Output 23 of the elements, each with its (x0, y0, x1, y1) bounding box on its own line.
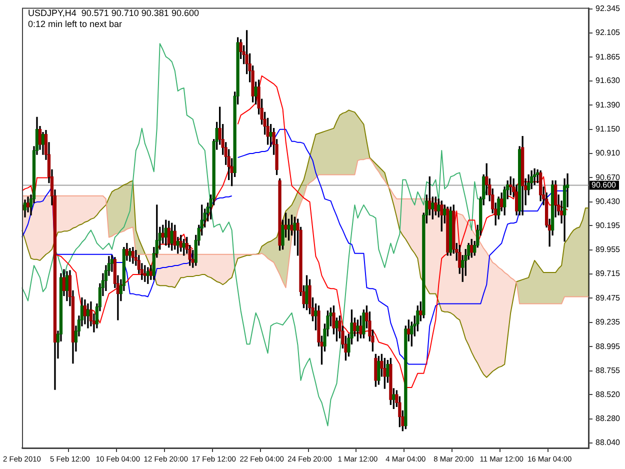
y-tick-label: 91.150 (596, 124, 621, 134)
y-tick-label: 89.715 (596, 269, 621, 278)
y-tick-label: 91.390 (596, 100, 621, 110)
y-tick-label: 88.520 (596, 390, 621, 399)
ref-line-label: 90.600 (592, 180, 617, 190)
chart-title: USDJPY,H4 90.571 90.710 90.381 90.600 (28, 8, 199, 19)
y-tick-label: 88.280 (596, 414, 621, 423)
y-tick-label: 90.910 (596, 148, 621, 158)
y-tick-label: 88.040 (596, 438, 621, 448)
y-tick-label: 92.345 (596, 4, 621, 14)
candlestick (86, 303, 90, 328)
text: 0:12 min left to next bar (28, 19, 124, 30)
y-tick-label: 90.195 (596, 220, 621, 230)
y-tick-label: 88.755 (596, 366, 621, 376)
y-tick-label: 91.865 (596, 52, 621, 62)
y-tick-label: 89.955 (596, 245, 621, 254)
y-tick-label: 88.995 (596, 342, 621, 351)
y-tick-label: 90.670 (596, 172, 621, 182)
y-tick-label: 92.105 (596, 28, 621, 38)
y-tick-label: 91.630 (596, 76, 621, 86)
y-tick-label: 89.235 (596, 318, 621, 327)
y-tick-label: 90.430 (596, 197, 621, 206)
y-tick-label: 89.475 (596, 293, 621, 302)
